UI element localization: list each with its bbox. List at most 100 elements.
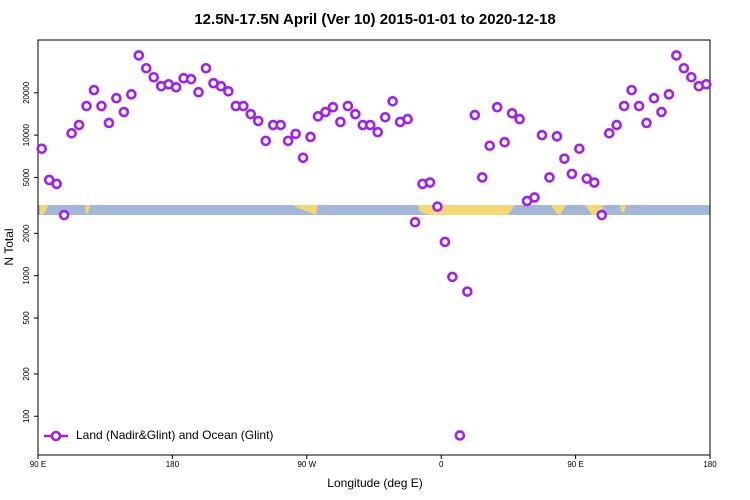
data-point <box>663 89 675 100</box>
data-point <box>111 92 122 104</box>
x-tick-label: 90 W <box>297 460 316 469</box>
data-point <box>282 135 294 147</box>
data-point <box>469 109 481 121</box>
data-point <box>514 113 525 125</box>
data-point <box>574 143 585 155</box>
data-point <box>133 50 145 61</box>
data-point <box>700 78 712 90</box>
data-point <box>252 115 264 127</box>
x-tick-label: 180 <box>166 460 180 469</box>
data-point <box>499 136 510 148</box>
data-point <box>656 106 667 118</box>
data-point <box>140 62 152 74</box>
data-point <box>566 168 578 180</box>
x-tick-label: 0 <box>439 460 444 469</box>
x-tick-label: 90 E <box>30 460 46 469</box>
y-tick-label: 10000 <box>22 123 31 146</box>
data-point <box>312 111 324 122</box>
y-tick-label: 200 <box>22 367 31 381</box>
land <box>85 205 90 214</box>
data-point <box>58 209 70 221</box>
data-point <box>215 80 227 92</box>
data-point <box>529 192 540 203</box>
data-point <box>409 216 421 228</box>
x-tick-label: 180 <box>703 460 717 469</box>
data-point <box>424 177 436 188</box>
data-point <box>223 85 234 97</box>
y-tick-label: 20000 <box>22 81 31 104</box>
data-point <box>320 106 331 118</box>
land <box>620 205 626 213</box>
x-tick-label: 90 E <box>567 460 583 469</box>
data-point <box>350 108 361 120</box>
ocean-strip <box>38 205 710 215</box>
data-point <box>603 128 615 139</box>
data-point <box>327 101 339 113</box>
y-tick-label: 1000 <box>22 266 31 284</box>
data-point <box>260 135 272 147</box>
land <box>40 205 48 215</box>
data-point <box>491 101 503 113</box>
y-tick-label: 5000 <box>22 168 31 186</box>
data-point <box>372 126 384 138</box>
data-point <box>200 62 212 74</box>
data-point <box>559 153 570 164</box>
legend-marker <box>50 430 62 442</box>
data-point <box>290 128 301 140</box>
data-point <box>447 271 458 283</box>
x-axis-label: Longitude (deg E) <box>327 476 422 490</box>
data-point <box>544 172 555 183</box>
chart-title: 12.5N-17.5N April (Ver 10) 2015-01-01 to… <box>194 11 555 28</box>
y-axis-label: N Total <box>2 228 16 265</box>
data-point <box>402 113 413 125</box>
data-point <box>484 140 496 152</box>
data-point <box>671 50 682 61</box>
data-point <box>88 84 100 96</box>
data-point <box>245 108 257 120</box>
data-point <box>36 143 48 155</box>
data-point <box>342 100 354 112</box>
data-point <box>551 131 563 142</box>
data-point <box>103 117 115 129</box>
y-tick-label: 100 <box>22 409 31 423</box>
y-tick-label: 2000 <box>22 224 31 242</box>
data-point <box>648 92 660 104</box>
plot-frame <box>37 39 711 456</box>
data-point <box>193 86 204 98</box>
data-point <box>335 116 346 128</box>
data-point <box>611 119 622 131</box>
land <box>293 205 318 215</box>
data-point <box>51 178 62 190</box>
legend-label: Land (Nadir&Glint) and Ocean (Glint) <box>76 428 273 442</box>
data-point <box>96 100 107 112</box>
data-point <box>588 177 600 188</box>
data-point <box>81 100 92 112</box>
data-point <box>148 71 160 83</box>
data-point <box>185 73 197 85</box>
data-point <box>454 430 466 441</box>
data-point <box>126 89 137 100</box>
data-point <box>641 117 652 129</box>
land <box>551 205 566 215</box>
data-point <box>275 119 286 131</box>
data-point <box>432 201 443 212</box>
map-strip <box>38 205 710 215</box>
data-point <box>626 84 637 96</box>
data-point <box>476 172 488 183</box>
data-point <box>297 152 309 164</box>
data-point <box>506 107 518 119</box>
data-point <box>536 129 548 141</box>
data-point <box>462 286 473 297</box>
data-point <box>633 100 645 112</box>
data-point <box>618 100 630 112</box>
data-point <box>364 119 376 131</box>
data-point <box>686 71 697 83</box>
data-point <box>170 81 182 93</box>
y-tick-label: 500 <box>22 311 31 325</box>
data-point <box>387 96 398 107</box>
data-point <box>66 128 77 139</box>
data-point <box>379 111 391 123</box>
data-point <box>305 131 316 143</box>
